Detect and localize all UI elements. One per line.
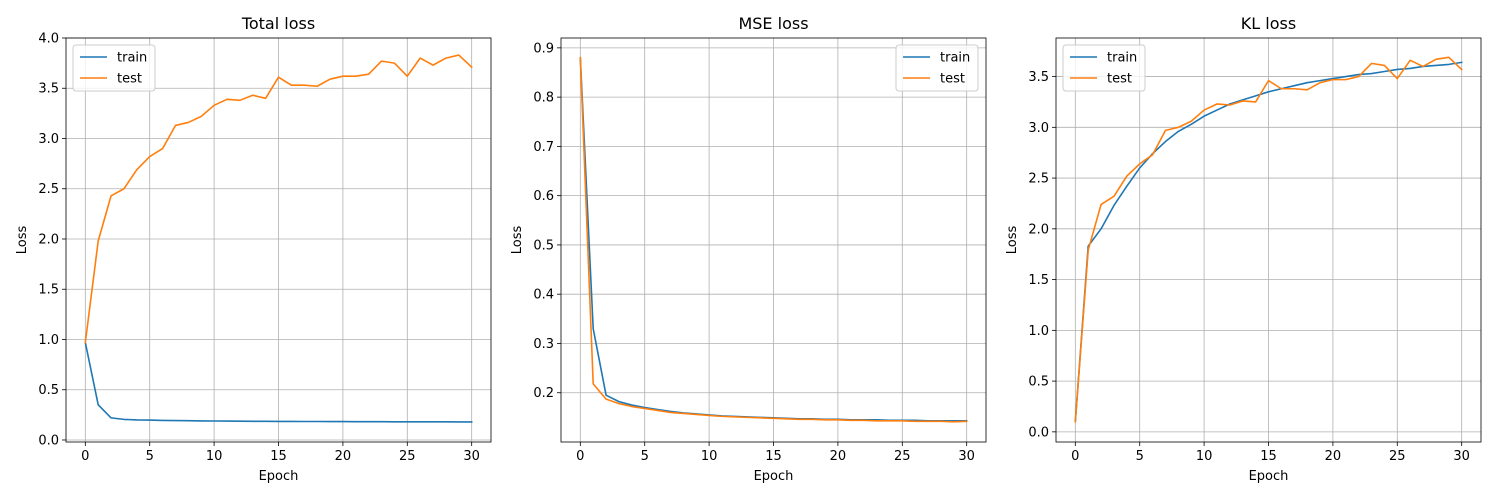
x-tick-label: 25 <box>399 449 416 464</box>
y-tick-label: 0.5 <box>38 383 59 398</box>
legend-label-train: train <box>940 51 970 66</box>
y-tick-label: 3.0 <box>38 132 59 147</box>
x-axis-label: Epoch <box>754 469 794 484</box>
x-tick-label: 0 <box>1071 449 1079 464</box>
y-tick-label: 1.0 <box>1028 324 1049 339</box>
chart-panel-0: 0 5 10 15 20 25 30 0.0 0.5 1.0 1.5 2.0 2.5 3.0 3.5 4.0 T… <box>15 14 492 484</box>
legend-label-test: test <box>1107 72 1132 87</box>
x-tick-label: 5 <box>146 449 154 464</box>
x-tick-label: 10 <box>701 449 718 464</box>
x-tick-label: 20 <box>830 449 847 464</box>
y-tick-label: 3.5 <box>1028 70 1049 85</box>
legend-label-train: train <box>117 51 147 66</box>
y-tick-label: 2.5 <box>38 182 59 197</box>
y-tick-label: 0.8 <box>533 91 554 106</box>
series-line-test <box>84 54 473 344</box>
series-line-train <box>84 341 473 423</box>
chart-title: Total loss <box>241 14 315 33</box>
series-line-test <box>579 56 968 423</box>
x-tick-label: 10 <box>206 449 223 464</box>
x-tick-label: 30 <box>1453 449 1470 464</box>
x-tick-label: 5 <box>1136 449 1144 464</box>
y-tick-label: 2.0 <box>1028 222 1049 237</box>
x-tick-label: 15 <box>765 449 782 464</box>
legend: train test <box>72 44 156 92</box>
y-tick-label: 0.3 <box>533 337 554 352</box>
y-tick-label: 0.5 <box>1028 375 1049 390</box>
y-tick-label: 1.0 <box>38 333 59 348</box>
x-tick-label: 30 <box>958 449 975 464</box>
x-tick-label: 30 <box>463 449 480 464</box>
legend-label-train: train <box>1107 51 1137 66</box>
y-tick-label: 0.2 <box>533 386 554 401</box>
y-tick-label: 0.7 <box>533 140 554 155</box>
chart-panel-2: 0 5 10 15 20 25 30 0.0 0.5 1.0 1.5 2.0 2.5 3.0 3.5 KL l… <box>1005 14 1482 484</box>
y-tick-label: 2.5 <box>1028 172 1049 187</box>
y-tick-label: 0.9 <box>533 41 554 56</box>
x-tick-label: 25 <box>1389 449 1406 464</box>
y-tick-label: 3.5 <box>38 82 59 97</box>
y-tick-label: 0.0 <box>38 433 59 448</box>
x-tick-label: 15 <box>270 449 287 464</box>
series-line-train <box>1074 61 1463 423</box>
x-axis-label: Epoch <box>1249 469 1289 484</box>
y-axis-label: Loss <box>15 226 30 255</box>
x-tick-label: 15 <box>1260 449 1277 464</box>
x-tick-label: 20 <box>1325 449 1342 464</box>
y-tick-label: 4.0 <box>38 32 59 47</box>
chart-title: MSE loss <box>738 14 808 33</box>
legend-label-test: test <box>117 72 142 87</box>
y-tick-label: 2.0 <box>38 232 59 247</box>
x-tick-label: 0 <box>81 449 89 464</box>
series-line-test <box>1074 56 1463 423</box>
y-tick-label: 0.6 <box>533 189 554 204</box>
chart-title: KL loss <box>1241 14 1296 33</box>
y-tick-label: 3.0 <box>1028 121 1049 136</box>
y-tick-label: 0.5 <box>533 238 554 253</box>
x-axis-label: Epoch <box>259 469 299 484</box>
legend: train test <box>895 44 979 92</box>
y-tick-label: 1.5 <box>1028 273 1049 288</box>
x-tick-label: 10 <box>1196 449 1213 464</box>
y-axis-label: Loss <box>510 226 525 255</box>
x-tick-label: 0 <box>576 449 584 464</box>
x-tick-label: 5 <box>641 449 649 464</box>
chart-panel-1: 0 5 10 15 20 25 30 0.2 0.3 0.4 0.5 0.6 0.7 0.8 0.9 MSE … <box>510 14 987 484</box>
y-axis-label: Loss <box>1005 226 1020 255</box>
x-tick-label: 25 <box>894 449 911 464</box>
y-tick-label: 1.5 <box>38 283 59 298</box>
y-tick-label: 0.0 <box>1028 425 1049 440</box>
legend-label-test: test <box>940 72 965 87</box>
legend: train test <box>1062 44 1146 92</box>
y-tick-label: 0.4 <box>533 288 554 303</box>
x-tick-label: 20 <box>335 449 352 464</box>
